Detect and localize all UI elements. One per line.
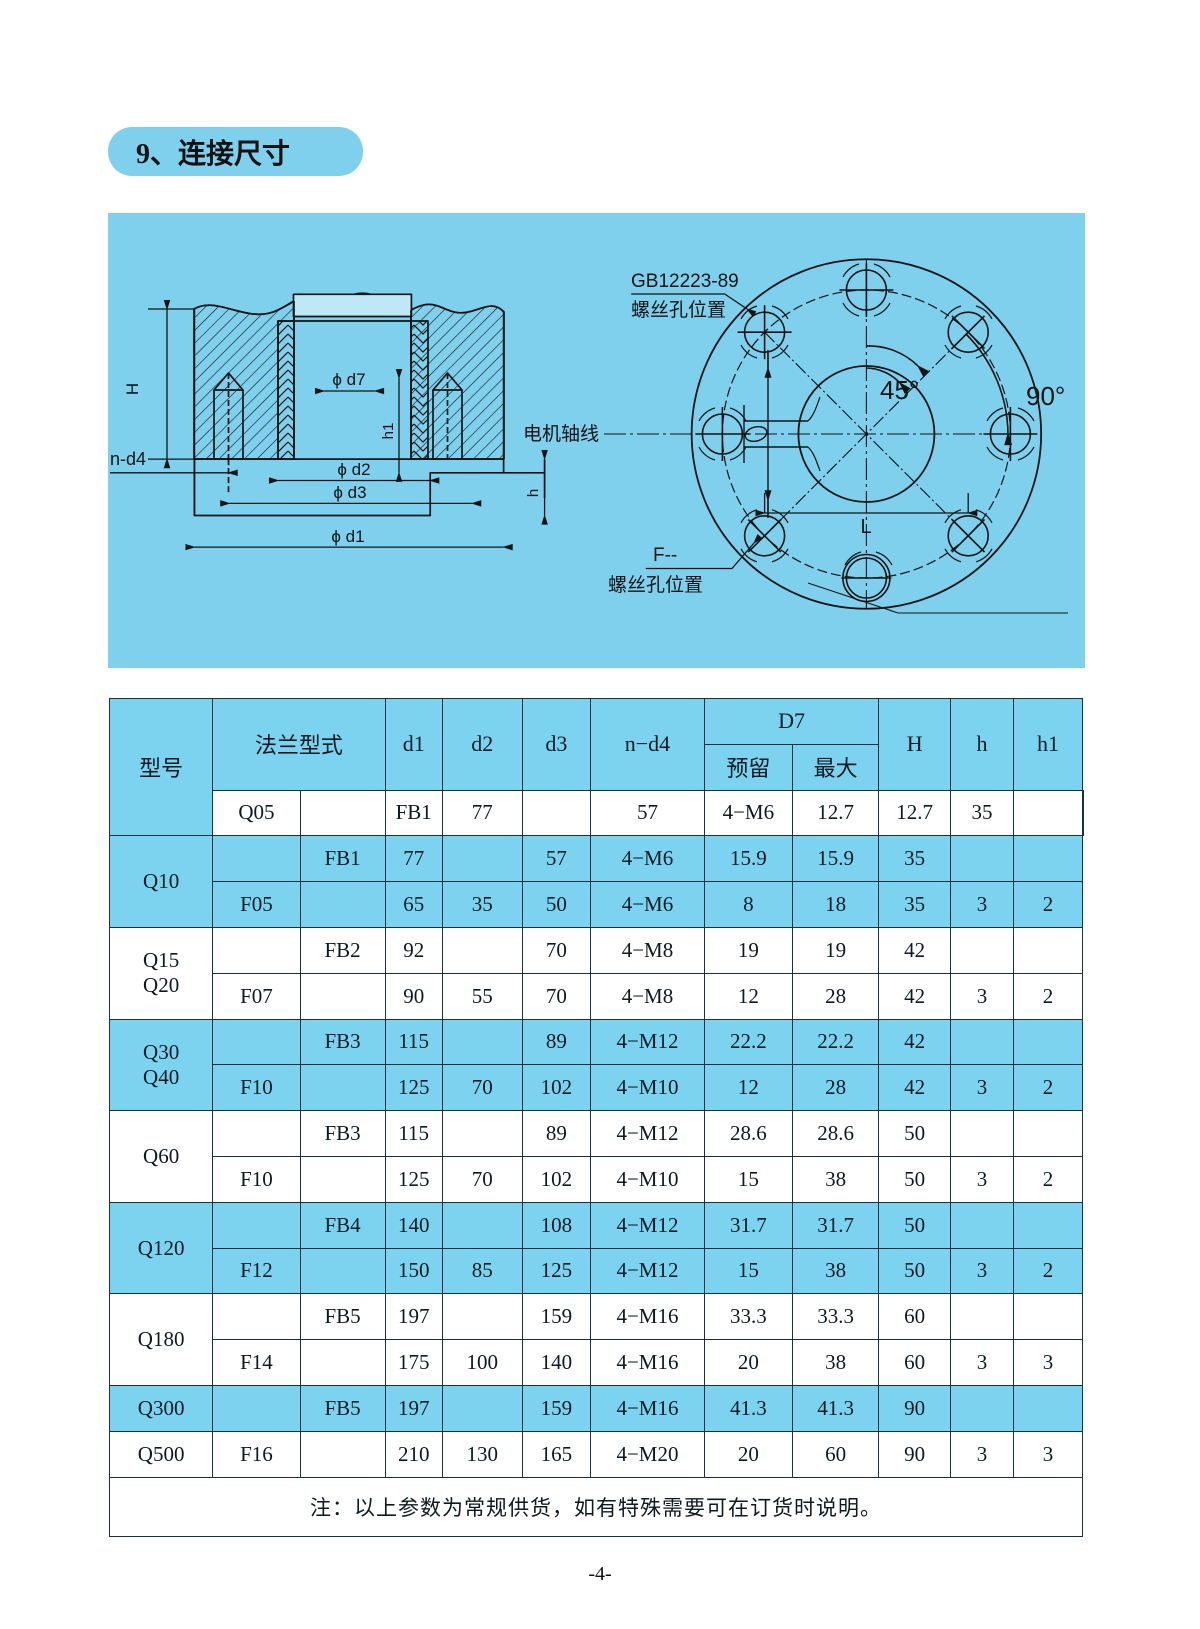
svg-text:GB12223-89: GB12223-89	[631, 271, 739, 292]
svg-text:H: H	[123, 383, 142, 395]
svg-text:ϕ d1: ϕ d1	[331, 527, 364, 546]
svg-text:F--: F--	[653, 545, 677, 566]
svg-text:45°: 45°	[880, 375, 919, 405]
svg-text:h1: h1	[380, 423, 397, 440]
svg-text:90°: 90°	[1026, 381, 1065, 411]
svg-text:L: L	[860, 516, 871, 538]
svg-text:ϕ d7: ϕ d7	[332, 370, 365, 389]
svg-text:n-d4: n-d4	[110, 449, 146, 469]
svg-text:ϕ d2: ϕ d2	[337, 460, 370, 479]
svg-text:螺丝孔位置: 螺丝孔位置	[608, 574, 703, 596]
svg-text:螺丝孔位置: 螺丝孔位置	[631, 299, 726, 321]
svg-text:h: h	[525, 489, 542, 497]
svg-text:ϕ d3: ϕ d3	[333, 483, 366, 502]
svg-text:电机轴线: 电机轴线	[523, 423, 599, 445]
